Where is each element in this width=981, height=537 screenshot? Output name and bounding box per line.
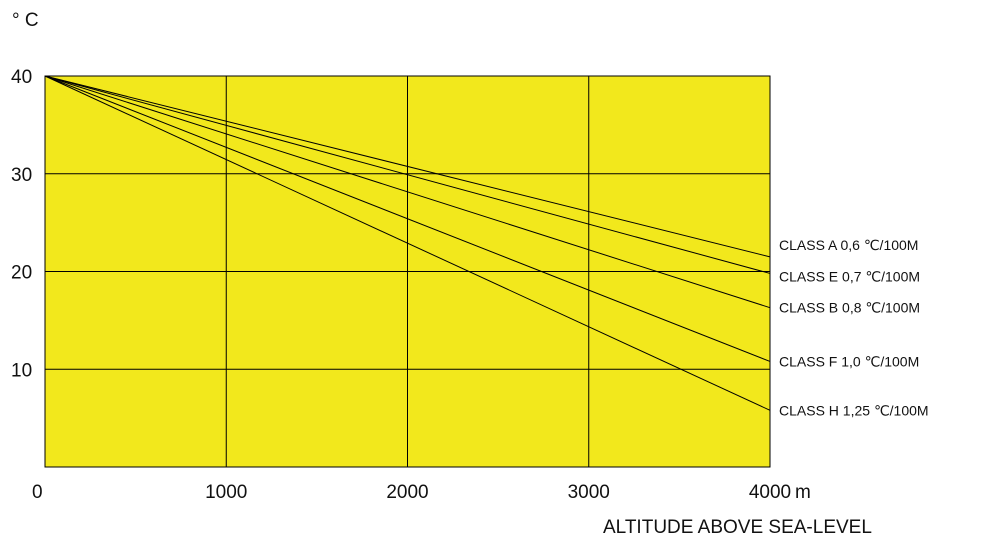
series-label-1: CLASS E 0,7 ℃/100M bbox=[779, 268, 920, 284]
x-tick-label: 4000 bbox=[749, 482, 791, 503]
y-axis-unit-label: ° C bbox=[12, 10, 39, 31]
series-line-1 bbox=[44, 75, 771, 274]
series-label-0: CLASS A 0,6 ℃/100M bbox=[779, 237, 918, 253]
series-lines bbox=[44, 75, 771, 411]
x-axis-title: ALTITUDE ABOVE SEA-LEVEL bbox=[603, 517, 872, 537]
x-axis-unit: m bbox=[795, 482, 811, 503]
x-tick-label: 0 bbox=[32, 482, 43, 503]
series-line-3 bbox=[44, 75, 771, 362]
series-line-4 bbox=[44, 75, 771, 411]
y-tick-label: 30 bbox=[11, 165, 32, 186]
series-label-4: CLASS H 1,25 ℃/100M bbox=[779, 402, 929, 418]
x-tick-label: 1000 bbox=[205, 482, 247, 503]
x-tick-label: 2000 bbox=[386, 482, 428, 503]
y-tick-label: 10 bbox=[11, 360, 32, 381]
y-tick-label: 40 bbox=[11, 67, 32, 88]
y-tick-labels: 10 20 30 40 bbox=[11, 67, 32, 381]
series-line-2 bbox=[44, 75, 771, 309]
y-tick-label: 20 bbox=[11, 263, 32, 284]
series-label-2: CLASS B 0,8 ℃/100M bbox=[779, 300, 920, 316]
series-label-3: CLASS F 1,0 ℃/100M bbox=[779, 353, 919, 369]
grid-lines bbox=[45, 76, 770, 467]
x-tick-label: 3000 bbox=[568, 482, 610, 503]
x-tick-labels: 0 1000 2000 3000 4000 bbox=[32, 482, 791, 503]
series-labels: CLASS A 0,6 ℃/100M CLASS E 0,7 ℃/100M CLAS… bbox=[779, 237, 929, 418]
series-line-0 bbox=[44, 75, 771, 258]
